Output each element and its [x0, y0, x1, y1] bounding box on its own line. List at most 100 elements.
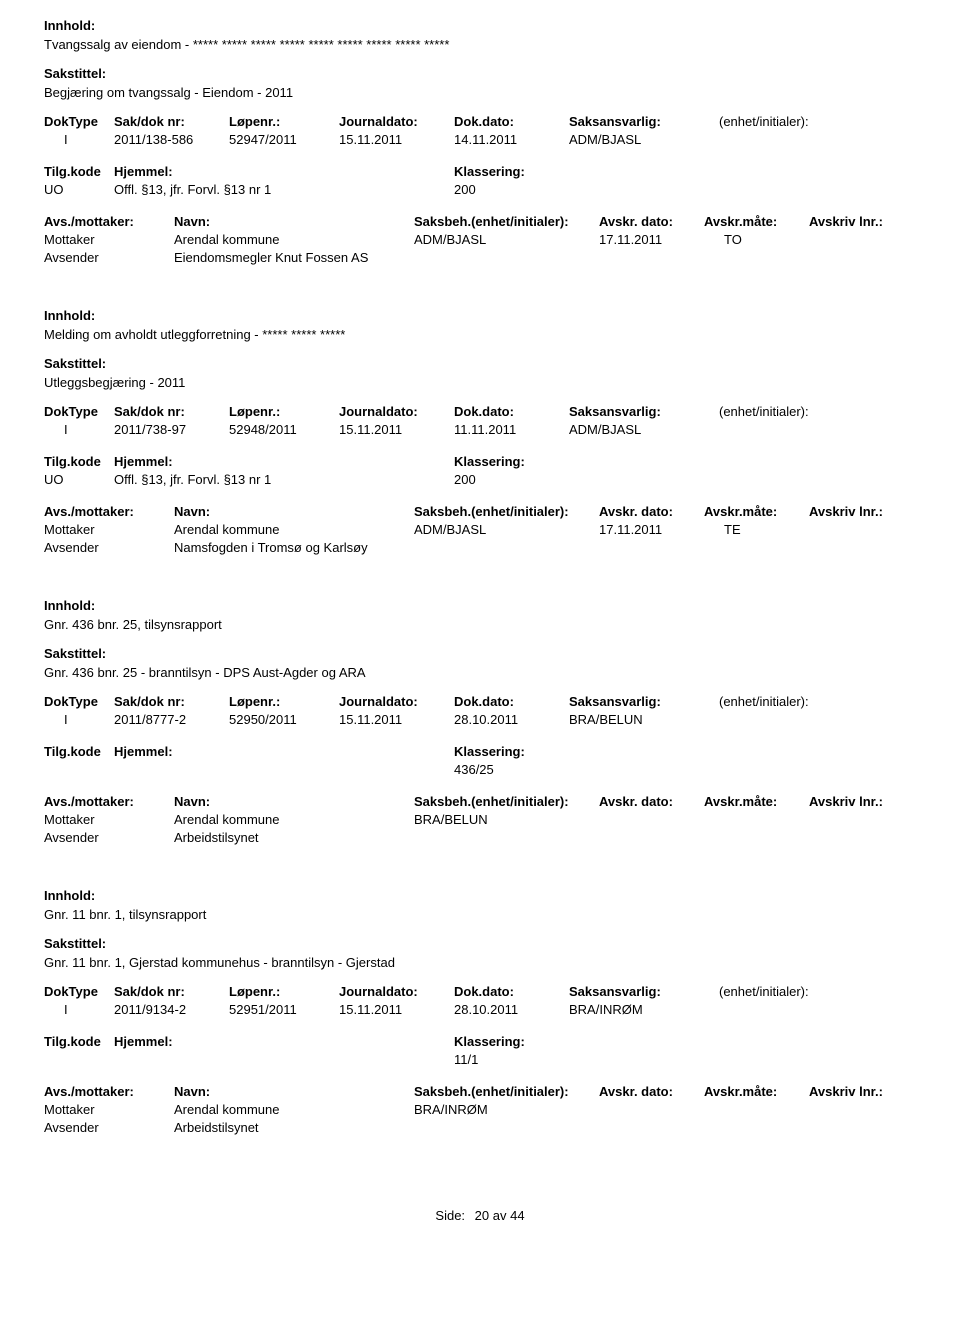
sakdok-value: 2011/9134-2: [114, 1002, 229, 1017]
mottaker-name: Arendal kommune: [174, 1102, 280, 1117]
dokdato-value: 14.11.2011: [454, 132, 569, 147]
lopenr-label: Løpenr.:: [229, 114, 339, 129]
avskrdato-label: Avskr. dato:: [599, 1084, 673, 1099]
journaldato-value: 15.11.2011: [339, 1002, 454, 1017]
innhold-text: Gnr. 11 bnr. 1, tilsynsrapport: [44, 907, 916, 922]
avsmottaker-label: Avs./mottaker:: [44, 794, 134, 809]
mottaker-role: Mottaker: [44, 1102, 95, 1117]
party-header-row: Avs./mottaker: Navn: Saksbeh.(enhet/init…: [44, 504, 916, 522]
dokdato-value: 28.10.2011: [454, 712, 569, 727]
journal-record: Innhold: Gnr. 436 bnr. 25, tilsynsrappor…: [44, 598, 916, 848]
klassering-value: 11/1: [454, 1052, 478, 1067]
meta-value-row: I 2011/9134-2 52951/2011 15.11.2011 28.1…: [44, 1002, 916, 1020]
lopenr-value: 52947/2011: [229, 132, 339, 147]
page-total: 44: [510, 1208, 524, 1223]
tilg-header-row: Tilg.kode Hjemmel: Klassering:: [44, 164, 916, 182]
mottaker-saksbeh: ADM/BJASL: [414, 232, 486, 247]
tilg-value-row: UO Offl. §13, jfr. Forvl. §13 nr 1 200: [44, 182, 916, 200]
party-header-row: Avs./mottaker: Navn: Saksbeh.(enhet/init…: [44, 214, 916, 232]
tilg-header-row: Tilg.kode Hjemmel: Klassering:: [44, 454, 916, 472]
tilgkode-value: UO: [44, 472, 64, 487]
avsender-row: Avsender Eiendomsmegler Knut Fossen AS: [44, 250, 916, 268]
enhet-label: (enhet/initialer):: [719, 404, 919, 419]
avsender-role: Avsender: [44, 540, 99, 555]
meta-header-row: DokType Sak/dok nr: Løpenr.: Journaldato…: [44, 114, 916, 132]
tilgkode-label: Tilg.kode: [44, 744, 101, 759]
innhold-text: Tvangssalg av eiendom - ***** ***** ****…: [44, 37, 916, 52]
enhet-label: (enhet/initialer):: [719, 694, 919, 709]
avskrdato-label: Avskr. dato:: [599, 794, 673, 809]
document-page: Innhold: Tvangssalg av eiendom - ***** *…: [0, 0, 960, 1253]
mottaker-name: Arendal kommune: [174, 812, 280, 827]
journal-record: Innhold: Gnr. 11 bnr. 1, tilsynsrapport …: [44, 888, 916, 1138]
navn-label: Navn:: [174, 214, 210, 229]
meta-value-row: I 2011/138-586 52947/2011 15.11.2011 14.…: [44, 132, 916, 150]
dokdato-value: 28.10.2011: [454, 1002, 569, 1017]
sakstittel-text: Begjæring om tvangssalg - Eiendom - 2011: [44, 85, 916, 100]
tilg-value-row: UO Offl. §13, jfr. Forvl. §13 nr 1 200: [44, 472, 916, 490]
lopenr-label: Løpenr.:: [229, 984, 339, 999]
enhet-label: (enhet/initialer):: [719, 114, 919, 129]
mottaker-avskrdato: 17.11.2011: [599, 522, 662, 537]
avsender-row: Avsender Namsfogden i Tromsø og Karlsøy: [44, 540, 916, 558]
avsender-role: Avsender: [44, 250, 99, 265]
hjemmel-value: Offl. §13, jfr. Forvl. §13 nr 1: [114, 472, 271, 487]
mottaker-role: Mottaker: [44, 812, 95, 827]
tilgkode-label: Tilg.kode: [44, 164, 101, 179]
page-current: 20: [475, 1208, 489, 1223]
tilgkode-label: Tilg.kode: [44, 1034, 101, 1049]
journal-record: Innhold: Tvangssalg av eiendom - ***** *…: [44, 18, 916, 268]
klassering-value: 436/25: [454, 762, 494, 777]
sakdok-value: 2011/8777-2: [114, 712, 229, 727]
avsender-role: Avsender: [44, 1120, 99, 1135]
navn-label: Navn:: [174, 794, 210, 809]
klassering-label: Klassering:: [454, 454, 525, 469]
avskrmate-label: Avskr.måte:: [704, 504, 777, 519]
hjemmel-label: Hjemmel:: [114, 1034, 173, 1049]
mottaker-saksbeh: BRA/BELUN: [414, 812, 488, 827]
enhet-label: (enhet/initialer):: [719, 984, 919, 999]
avskrlnr-label: Avskriv lnr.:: [809, 214, 883, 229]
klassering-value: 200: [454, 182, 476, 197]
saksansvarlig-label: Saksansvarlig:: [569, 984, 719, 999]
meta-header-row: DokType Sak/dok nr: Løpenr.: Journaldato…: [44, 404, 916, 422]
avsmottaker-label: Avs./mottaker:: [44, 214, 134, 229]
avsender-name: Arbeidstilsynet: [174, 830, 259, 845]
avsender-name: Namsfogden i Tromsø og Karlsøy: [174, 540, 368, 555]
party-header-row: Avs./mottaker: Navn: Saksbeh.(enhet/init…: [44, 1084, 916, 1102]
journaldato-value: 15.11.2011: [339, 132, 454, 147]
sakdok-value: 2011/138-586: [114, 132, 229, 147]
saksansvarlig-value: BRA/INRØM: [569, 1002, 719, 1017]
tilg-header-row: Tilg.kode Hjemmel: Klassering:: [44, 1034, 916, 1052]
dokdato-label: Dok.dato:: [454, 984, 569, 999]
innhold-label: Innhold:: [44, 888, 916, 903]
av-label: av: [493, 1208, 507, 1223]
mottaker-row: Mottaker Arendal kommune BRA/INRØM: [44, 1102, 916, 1120]
saksbeh-label: Saksbeh.(enhet/initialer):: [414, 794, 569, 809]
mottaker-avskrdato: 17.11.2011: [599, 232, 662, 247]
sakdok-label: Sak/dok nr:: [114, 694, 229, 709]
mottaker-role: Mottaker: [44, 522, 95, 537]
mottaker-saksbeh: ADM/BJASL: [414, 522, 486, 537]
klassering-label: Klassering:: [454, 744, 525, 759]
sakdok-label: Sak/dok nr:: [114, 984, 229, 999]
meta-header-row: DokType Sak/dok nr: Løpenr.: Journaldato…: [44, 694, 916, 712]
tilgkode-value: UO: [44, 182, 64, 197]
mottaker-role: Mottaker: [44, 232, 95, 247]
lopenr-label: Løpenr.:: [229, 694, 339, 709]
mottaker-row: Mottaker Arendal kommune ADM/BJASL 17.11…: [44, 522, 916, 540]
navn-label: Navn:: [174, 504, 210, 519]
journaldato-label: Journaldato:: [339, 404, 454, 419]
avsender-row: Avsender Arbeidstilsynet: [44, 1120, 916, 1138]
saksbeh-label: Saksbeh.(enhet/initialer):: [414, 504, 569, 519]
sakstittel-label: Sakstittel:: [44, 356, 916, 371]
lopenr-label: Løpenr.:: [229, 404, 339, 419]
journaldato-value: 15.11.2011: [339, 422, 454, 437]
klassering-label: Klassering:: [454, 164, 525, 179]
doktype-label: DokType: [44, 694, 114, 709]
doktype-label: DokType: [44, 404, 114, 419]
doktype-label: DokType: [44, 984, 114, 999]
sakstittel-label: Sakstittel:: [44, 646, 916, 661]
tilg-value-row: 436/25: [44, 762, 916, 780]
avskrmate-label: Avskr.måte:: [704, 214, 777, 229]
